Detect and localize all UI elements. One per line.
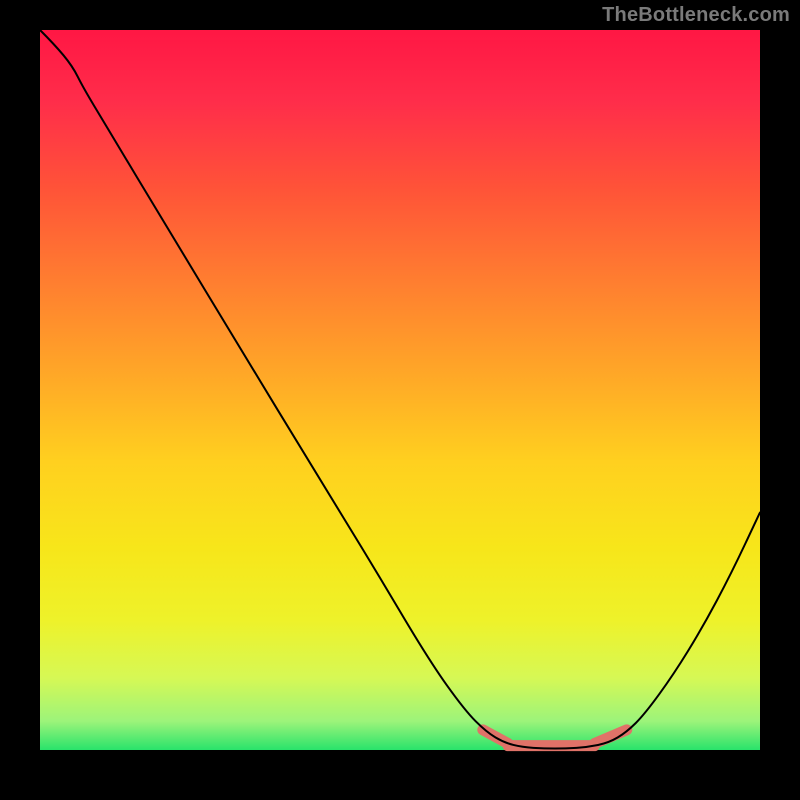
bottleneck-chart <box>0 0 800 800</box>
gradient-background <box>40 30 760 750</box>
chart-container: TheBottleneck.com <box>0 0 800 800</box>
watermark-text: TheBottleneck.com <box>602 4 790 27</box>
